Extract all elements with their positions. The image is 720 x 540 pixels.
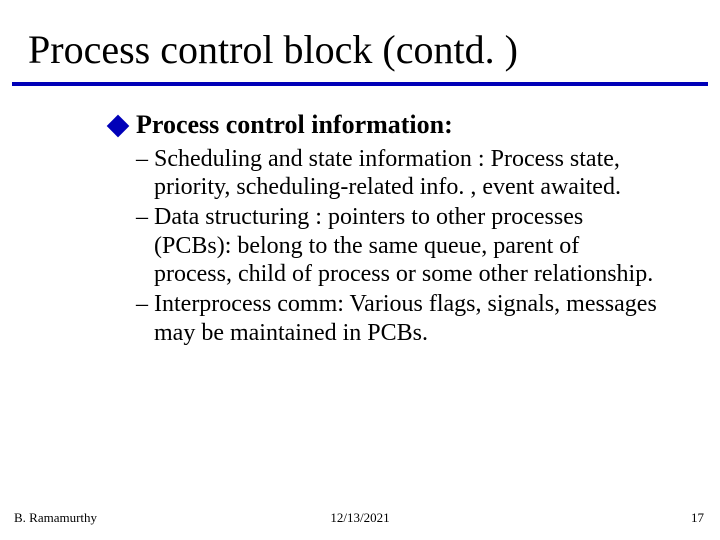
dash-icon: – — [136, 203, 148, 231]
sub-item-1-text: Scheduling and state information : Proce… — [154, 145, 660, 202]
sub-item-2: – Data structuring : pointers to other p… — [136, 203, 660, 288]
bullet-1: Process control information: — [110, 110, 660, 141]
bullet-1-text: Process control information: — [136, 110, 453, 141]
dash-icon: – — [136, 290, 148, 318]
footer-date: 12/13/2021 — [0, 510, 720, 526]
title-underline — [12, 82, 708, 86]
sub-item-1: – Scheduling and state information : Pro… — [136, 145, 660, 202]
dash-icon: – — [136, 145, 148, 173]
diamond-bullet-icon — [107, 115, 130, 138]
footer-page: 17 — [691, 510, 704, 526]
sub-item-2-text: Data structuring : pointers to other pro… — [154, 203, 660, 288]
sub-item-3: – Interprocess comm: Various flags, sign… — [136, 290, 660, 347]
slide-title: Process control block (contd. ) — [28, 26, 518, 73]
sub-item-3-text: Interprocess comm: Various flags, signal… — [154, 290, 660, 347]
slide-body: Process control information: – Schedulin… — [110, 110, 660, 347]
